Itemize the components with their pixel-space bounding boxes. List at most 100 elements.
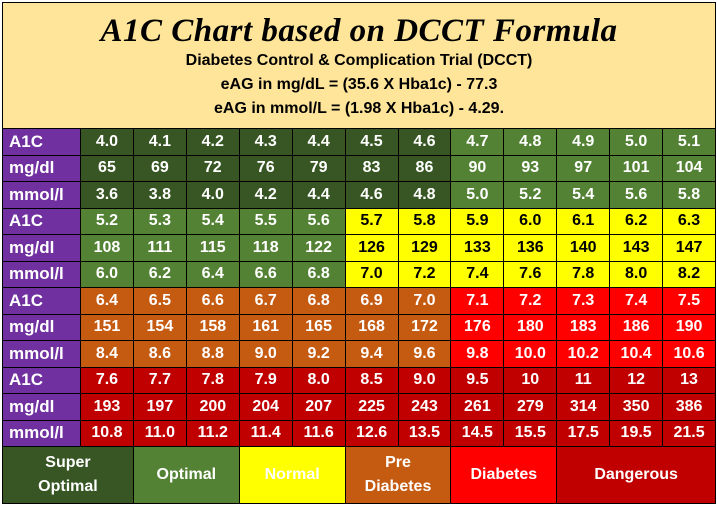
table-cell-a1c: 5.5 [239, 208, 292, 234]
table-cell-mgdl: 65 [81, 155, 133, 181]
legend-super-optimal: Super Optimal [3, 447, 133, 503]
table-cell-mmol: 7.4 [451, 261, 504, 287]
legend-line: Diabetes [364, 478, 432, 495]
table-cell-mgdl: 108 [81, 235, 133, 261]
table-cell-mmol: 4.4 [292, 182, 345, 208]
table-cell-a1c: 12 [610, 367, 663, 393]
table-cell-mgdl: 133 [451, 235, 504, 261]
table-cell-mmol: 10.8 [81, 420, 133, 446]
table-cell-a1c: 6.5 [133, 288, 186, 314]
table-cell-mmol: 3.6 [81, 182, 133, 208]
table-cell-mgdl: 115 [186, 235, 239, 261]
table-cell-a1c: 8.0 [292, 367, 345, 393]
legend-line: Diabetes [470, 466, 538, 483]
table-cell-a1c: 7.8 [186, 367, 239, 393]
table-cell-mmol: 13.5 [398, 420, 451, 446]
table-cell-a1c: 7.9 [239, 367, 292, 393]
table-cell-mmol: 8.8 [186, 341, 239, 367]
table-cell-a1c: 6.0 [504, 208, 557, 234]
legend-line: Super [45, 454, 91, 471]
table-cell-mmol: 12.6 [345, 420, 398, 446]
table-cell-mmol: 8.0 [610, 261, 663, 287]
legend-label: Pre Diabetes [365, 451, 432, 499]
table-cell-mgdl: 225 [345, 394, 398, 420]
table-cell-a1c: 6.7 [239, 288, 292, 314]
table-cell-mmol: 5.6 [610, 182, 663, 208]
row-label-mmol: mmol/l [3, 420, 80, 446]
table-cell-a1c: 5.0 [610, 129, 663, 155]
table-cell-mmol: 5.4 [557, 182, 610, 208]
table-cell-a1c: 7.2 [504, 288, 557, 314]
table-cell-a1c: 7.1 [451, 288, 504, 314]
formula-mmol: eAG in mmol/L = (1.98 X Hba1c) - 4.29. [213, 100, 505, 117]
table-cell-a1c: 5.7 [345, 208, 398, 234]
table-cell-mgdl: 126 [345, 235, 398, 261]
table-cell-mmol: 11.2 [186, 420, 239, 446]
table-cell-mgdl: 386 [663, 394, 715, 420]
legend-line: Pre [385, 454, 411, 471]
row-label-mmol: mmol/l [3, 261, 80, 287]
table-cell-mgdl: 101 [610, 155, 663, 181]
table-cell-mmol: 10.6 [663, 341, 715, 367]
table-cell-mgdl: 186 [610, 314, 663, 340]
table-cell-mgdl: 151 [81, 314, 133, 340]
table-cell-mmol: 7.0 [345, 261, 398, 287]
table-cell-mmol: 5.2 [504, 182, 557, 208]
legend-label: Normal [265, 463, 320, 487]
table-cell-mmol: 14.5 [451, 420, 504, 446]
table-cell-mgdl: 172 [398, 314, 451, 340]
table-cell-a1c: 4.4 [292, 129, 345, 155]
legend-diabetes: Diabetes [451, 447, 557, 503]
table-cell-mmol: 11.6 [292, 420, 345, 446]
table-cell-mmol: 9.6 [398, 341, 451, 367]
table-cell-a1c: 4.6 [398, 129, 451, 155]
table-cell-mgdl: 193 [81, 394, 133, 420]
table-cell-mgdl: 200 [186, 394, 239, 420]
table-cell-mgdl: 122 [292, 235, 345, 261]
table-cell-mmol: 5.0 [451, 182, 504, 208]
table-cell-a1c: 7.4 [610, 288, 663, 314]
legend-normal: Normal [239, 447, 345, 503]
table-cell-a1c: 13 [663, 367, 715, 393]
table-cell-mmol: 11.4 [239, 420, 292, 446]
table-cell-mmol: 4.0 [186, 182, 239, 208]
table-cell-mgdl: 83 [345, 155, 398, 181]
table-cell-mgdl: 204 [239, 394, 292, 420]
table-cell-a1c: 4.1 [133, 129, 186, 155]
table-cell-mmol: 4.6 [345, 182, 398, 208]
table-cell-mmol: 8.2 [663, 261, 715, 287]
table-cell-mgdl: 118 [239, 235, 292, 261]
table-cell-mgdl: 180 [504, 314, 557, 340]
table-cell-mgdl: 72 [186, 155, 239, 181]
table-cell-a1c: 10 [504, 367, 557, 393]
table-cell-mmol: 10.2 [557, 341, 610, 367]
legend-line: Optimal [38, 478, 98, 495]
table-cell-mmol: 8.4 [81, 341, 133, 367]
table-cell-a1c: 6.3 [663, 208, 715, 234]
table-cell-mgdl: 165 [292, 314, 345, 340]
table-cell-mgdl: 176 [451, 314, 504, 340]
table-cell-mmol: 6.0 [81, 261, 133, 287]
table-cell-a1c: 4.2 [186, 129, 239, 155]
table-cell-mgdl: 243 [398, 394, 451, 420]
table-cell-mmol: 9.8 [451, 341, 504, 367]
table-cell-a1c: 5.4 [186, 208, 239, 234]
legend-dangerous: Dangerous [557, 447, 715, 503]
table-cell-a1c: 6.1 [557, 208, 610, 234]
table-cell-a1c: 6.9 [345, 288, 398, 314]
table-cell-a1c: 6.4 [81, 288, 133, 314]
table-cell-mgdl: 261 [451, 394, 504, 420]
table-cell-mgdl: 161 [239, 314, 292, 340]
table-cell-mmol: 9.0 [239, 341, 292, 367]
table-cell-a1c: 9.5 [451, 367, 504, 393]
table-cell-a1c: 5.6 [292, 208, 345, 234]
legend-label: Super Optimal [38, 451, 98, 499]
table-cell-a1c: 11 [557, 367, 610, 393]
table-cell-mmol: 15.5 [504, 420, 557, 446]
table-cell-mmol: 8.6 [133, 341, 186, 367]
row-label-a1c: A1C [3, 288, 80, 314]
table-cell-mgdl: 97 [557, 155, 610, 181]
table-cell-a1c: 6.8 [292, 288, 345, 314]
table-cell-a1c: 5.1 [663, 129, 715, 155]
